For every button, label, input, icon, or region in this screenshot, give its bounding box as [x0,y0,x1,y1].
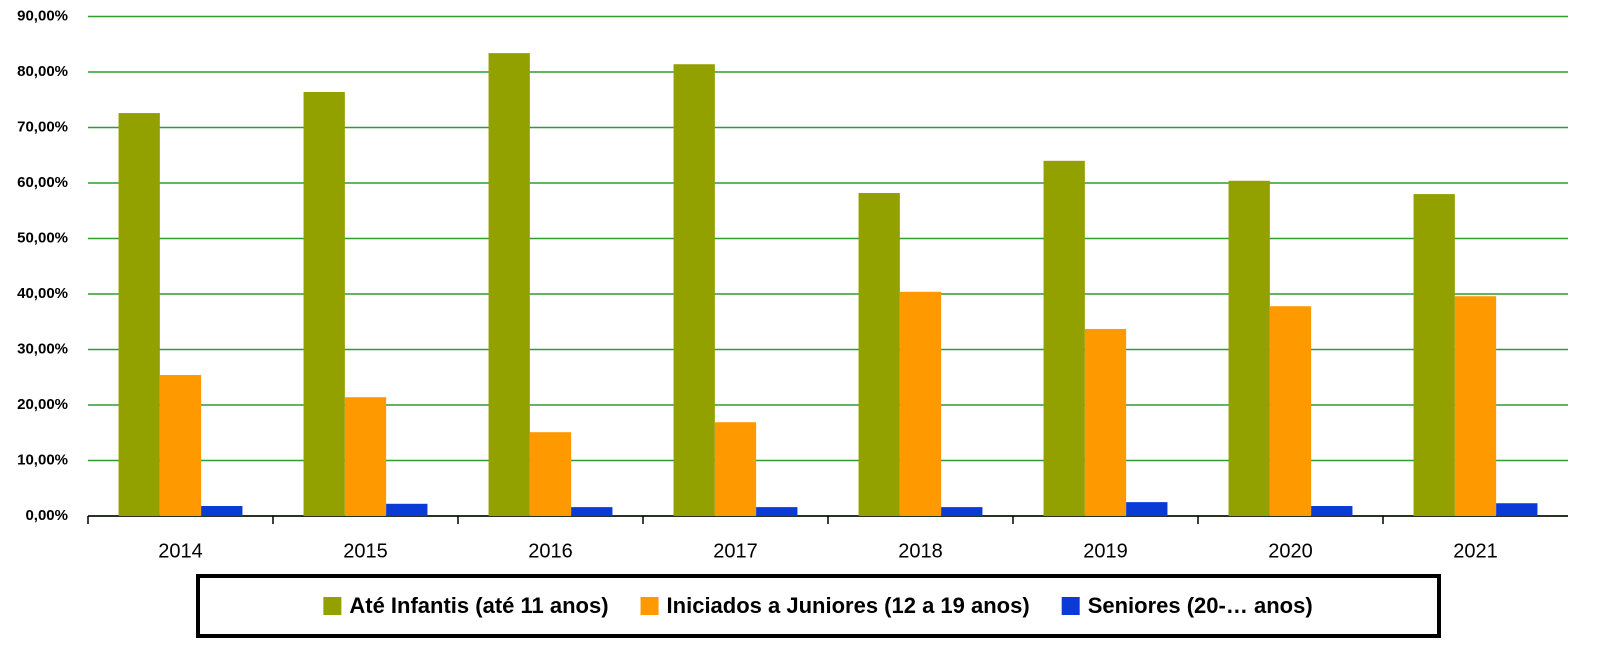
bar [1454,296,1497,516]
y-tick-label: 20,00% [17,396,68,413]
bar [118,113,160,516]
y-tick-label: 0,00% [25,507,68,524]
x-tick-label: 2018 [898,540,943,562]
x-tick-label: 2015 [343,540,388,562]
x-tick-label: 2019 [1083,540,1128,562]
bar [1269,306,1312,516]
bar [1126,502,1168,516]
bar [1043,160,1085,517]
legend-swatch [323,597,342,615]
bar [386,503,428,516]
x-tick-label: 2021 [1453,540,1498,562]
bar [899,291,942,516]
bar [1496,503,1538,516]
bar [303,91,345,516]
y-tick-label: 70,00% [17,118,68,135]
y-tick-label: 60,00% [17,174,68,191]
y-tick-label: 10,00% [17,451,68,468]
y-tick-label: 90,00% [17,7,68,24]
bar [1084,328,1127,516]
x-tick-label: 2020 [1268,540,1313,562]
legend-label: Seniores (20-… anos) [1088,593,1313,618]
y-tick-label: 80,00% [17,63,68,80]
bar [941,507,983,516]
legend-label: Até Infantis (até 11 anos) [349,593,608,618]
bar [1228,180,1270,516]
bar [1413,194,1455,516]
bar [714,422,757,516]
bar [858,192,900,517]
x-tick-label: 2017 [713,540,758,562]
bar [488,53,530,516]
bar [529,432,572,516]
x-tick-label: 2016 [528,540,573,562]
y-tick-label: 50,00% [17,229,68,246]
legend-label: Iniciados a Juniores (12 a 19 anos) [667,593,1030,618]
bar [344,397,387,516]
legend-swatch [1061,597,1080,615]
bar [159,375,202,516]
legend-box [196,574,1441,638]
bar [1311,506,1353,516]
bar [673,64,715,516]
x-tick-label: 2014 [158,540,203,562]
bar [201,506,243,516]
y-tick-label: 40,00% [17,285,68,302]
y-tick-label: 30,00% [17,340,68,357]
legend-swatch [640,597,659,615]
bar [571,507,613,516]
bar [756,507,798,516]
